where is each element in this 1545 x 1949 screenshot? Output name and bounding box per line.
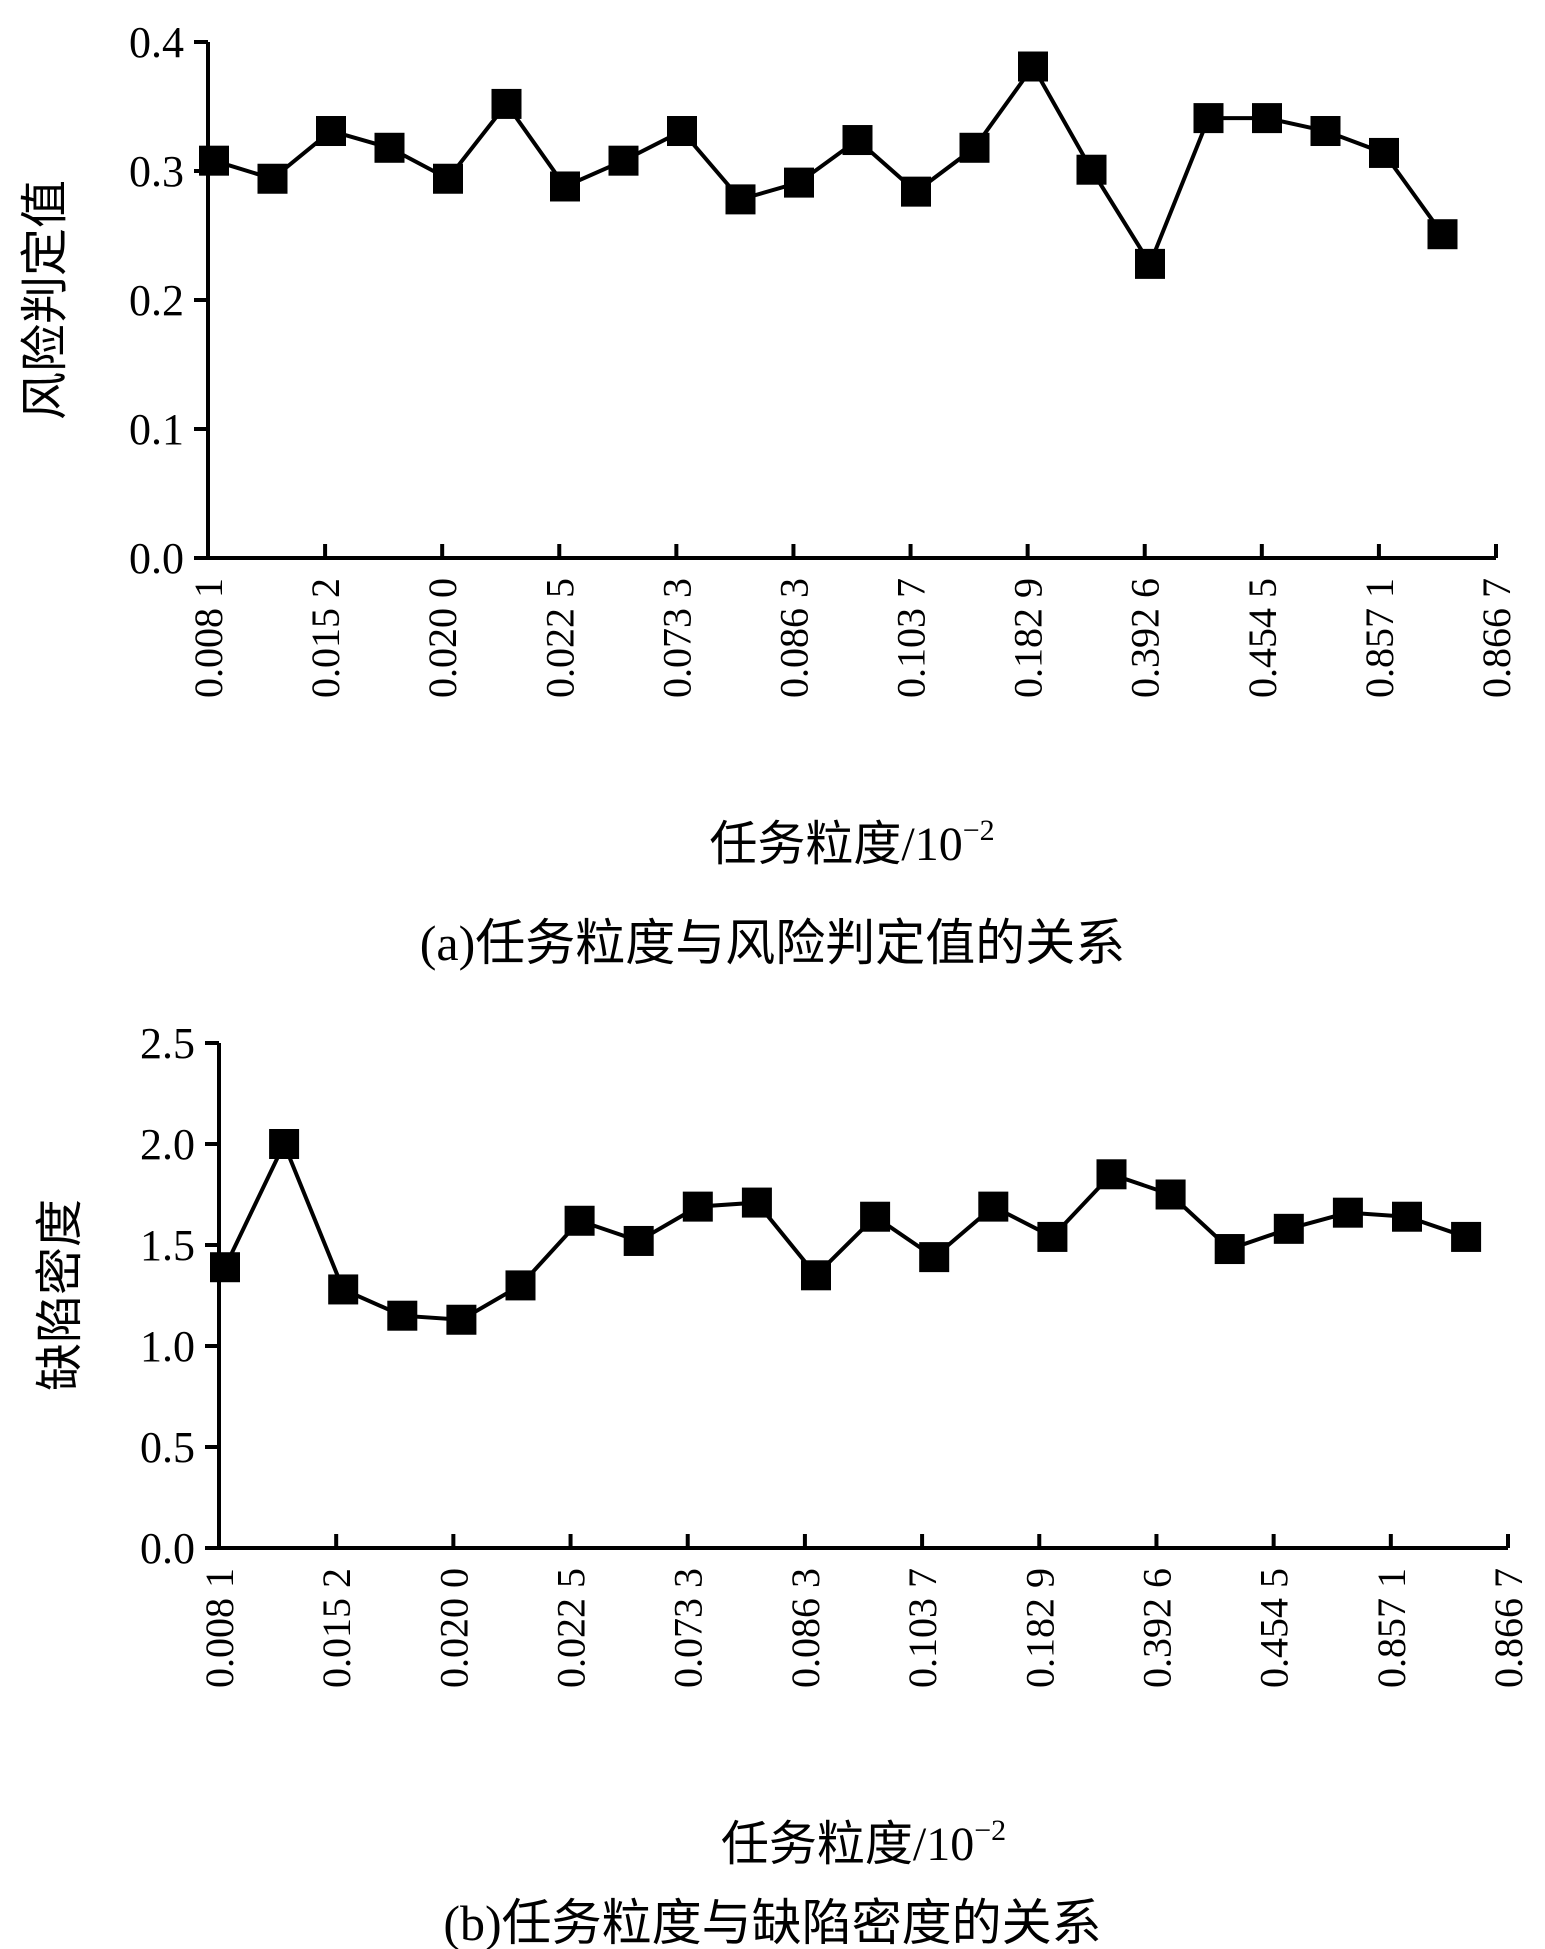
chart-b-x-tick-label: 0.020 0 bbox=[431, 1568, 476, 1688]
chart-b-x-tick-label: 0.392 6 bbox=[1134, 1568, 1179, 1688]
chart-b-y-tick-label: 2.5 bbox=[140, 1019, 195, 1068]
chart-b-caption: (b)任务粒度与缺陷密度的关系 bbox=[443, 1895, 1101, 1949]
chart-b-x-tick-label: 0.015 2 bbox=[314, 1568, 359, 1688]
chart-b-y-axis-title: 缺陷密度 bbox=[34, 1199, 87, 1391]
chart-a-x-tick-label: 0.103 7 bbox=[889, 578, 934, 698]
chart-a-series-line bbox=[213, 62, 1445, 269]
chart-b-y-tick-label: 0.0 bbox=[140, 1524, 195, 1573]
chart-a-x-tick-label: 0.015 2 bbox=[303, 578, 348, 698]
chart-b-x-tick-label: 0.103 7 bbox=[900, 1568, 945, 1688]
chart-a-data-point bbox=[257, 163, 288, 194]
chart-a-x-tick-label: 0.086 3 bbox=[771, 578, 816, 698]
chart-b-x-tick-label: 0.073 3 bbox=[666, 1568, 711, 1688]
chart-a-y-tick-label: 0.1 bbox=[129, 405, 184, 454]
chart-a-y-axis-title: 风险判定值 bbox=[19, 180, 72, 420]
chart-a-x-axis-title: 任务粒度/10−2 bbox=[709, 814, 994, 871]
chart-a-data-point bbox=[1369, 137, 1399, 168]
chart-b-data-point bbox=[387, 1300, 418, 1331]
chart-b-data-point bbox=[1214, 1234, 1245, 1265]
chart-a-caption: (a)任务粒度与风险判定值的关系 bbox=[420, 915, 1126, 971]
chart-a-data-point bbox=[1310, 116, 1341, 147]
chart-b-data-point bbox=[1332, 1197, 1363, 1228]
chart-b-x-axis-title-base: 任务粒度/10 bbox=[721, 1818, 974, 1871]
chart-b-data-point bbox=[1096, 1159, 1127, 1190]
chart-a-data-point bbox=[608, 145, 639, 176]
chart-a-data-point bbox=[667, 116, 697, 147]
chart-b-data-point bbox=[1392, 1201, 1422, 1232]
chart-a-data-point bbox=[1018, 51, 1048, 82]
chart-b-data-point bbox=[210, 1252, 240, 1283]
chart-b-data-point bbox=[682, 1191, 713, 1222]
chart-a-data-point bbox=[725, 184, 756, 215]
chart-a-data-point bbox=[433, 163, 463, 194]
chart-a-data-point bbox=[491, 88, 522, 119]
chart-b-x-tick-label: 0.857 1 bbox=[1369, 1568, 1414, 1688]
chart-b-data-point bbox=[328, 1274, 359, 1305]
chart-b-y-tick-label: 0.5 bbox=[140, 1423, 195, 1472]
chart-a-y-tick-label: 0.2 bbox=[129, 276, 184, 325]
chart-a-data-point bbox=[1135, 248, 1165, 279]
chart-a-x-tick-label: 0.392 6 bbox=[1123, 578, 1168, 698]
chart-b-data-point bbox=[860, 1201, 891, 1232]
chart-b-x-tick-label: 0.866 7 bbox=[1486, 1568, 1531, 1688]
chart-a-x-tick-label: 0.866 7 bbox=[1474, 578, 1519, 698]
chart-a-x-axis-title-exponent: −2 bbox=[963, 814, 995, 847]
chart-b-defect-density: 0.0 0.5 1.0 1.5 2.0 2.5 0.008 1 0.015 2 0.020 0 0… bbox=[34, 1019, 1531, 1949]
chart-b-series-line bbox=[223, 1139, 1467, 1322]
chart-b-data-point bbox=[919, 1242, 950, 1273]
chart-b-data-point bbox=[623, 1225, 654, 1256]
chart-b-data-point bbox=[801, 1260, 831, 1291]
chart-a-x-tick-label: 0.073 3 bbox=[654, 578, 699, 698]
chart-a-x-tick-label: 0.182 9 bbox=[1006, 578, 1051, 698]
chart-b-x-axis-title: 任务粒度/10−2 bbox=[721, 1814, 1006, 1871]
chart-a-data-point bbox=[1252, 103, 1282, 134]
chart-b-data-point bbox=[269, 1129, 300, 1159]
chart-a-x-tick-label: 0.020 0 bbox=[420, 578, 465, 698]
chart-b-x-tick-label: 0.182 9 bbox=[1017, 1568, 1062, 1688]
chart-b-data-point bbox=[446, 1304, 477, 1335]
chart-b-data-point bbox=[1273, 1213, 1304, 1244]
chart-a-y-tick-label: 0.3 bbox=[129, 147, 184, 196]
chart-a-data-point bbox=[842, 125, 873, 156]
chart-b-data-point bbox=[505, 1270, 536, 1301]
chart-b-y-tick-label: 2.0 bbox=[140, 1120, 195, 1169]
chart-a-risk-value: 0.0 0.1 0.2 0.3 0.4 0.008 1 0.015 2 0.020 0 0.02… bbox=[19, 18, 1519, 971]
chart-b-x-tick-label: 0.454 5 bbox=[1252, 1568, 1297, 1688]
chart-b-y-tick-label: 1.5 bbox=[140, 1221, 195, 1270]
chart-b-data-point bbox=[978, 1191, 1009, 1222]
chart-b-data-point bbox=[741, 1187, 772, 1218]
chart-a-y-tick-label: 0.0 bbox=[129, 534, 184, 583]
chart-a-data-point bbox=[1193, 103, 1224, 134]
chart-a-data-point bbox=[1427, 219, 1458, 250]
chart-a-data-point bbox=[316, 116, 346, 147]
chart-b-x-tick-label: 0.022 5 bbox=[549, 1568, 594, 1688]
chart-b-data-point bbox=[1451, 1221, 1482, 1252]
chart-a-x-tick-label: 0.022 5 bbox=[537, 578, 582, 698]
chart-b-x-tick-label: 0.086 3 bbox=[783, 1568, 828, 1688]
chart-a-x-tick-label: 0.857 1 bbox=[1357, 578, 1402, 698]
chart-a-x-axis-title-base: 任务粒度/10 bbox=[709, 818, 962, 871]
chart-b-data-point bbox=[1037, 1221, 1068, 1252]
chart-a-x-tick-label: 0.008 1 bbox=[186, 578, 231, 698]
chart-b-data-point bbox=[1155, 1179, 1186, 1210]
chart-b-x-axis-title-exponent: −2 bbox=[974, 1814, 1006, 1847]
chart-a-data-point bbox=[901, 176, 931, 207]
chart-a-x-tick-label: 0.454 5 bbox=[1240, 578, 1285, 698]
chart-b-x-tick-label: 0.008 1 bbox=[197, 1568, 242, 1688]
chart-a-data-point bbox=[959, 132, 990, 163]
chart-b-data-point bbox=[564, 1205, 595, 1236]
chart-a-data-point bbox=[199, 145, 229, 176]
chart-a-data-point bbox=[374, 132, 405, 163]
chart-a-y-tick-label: 0.4 bbox=[129, 18, 184, 67]
chart-a-data-point bbox=[1076, 154, 1107, 185]
chart-a-data-point bbox=[784, 167, 814, 198]
chart-b-y-tick-label: 1.0 bbox=[140, 1322, 195, 1371]
chart-a-data-point bbox=[550, 171, 580, 202]
